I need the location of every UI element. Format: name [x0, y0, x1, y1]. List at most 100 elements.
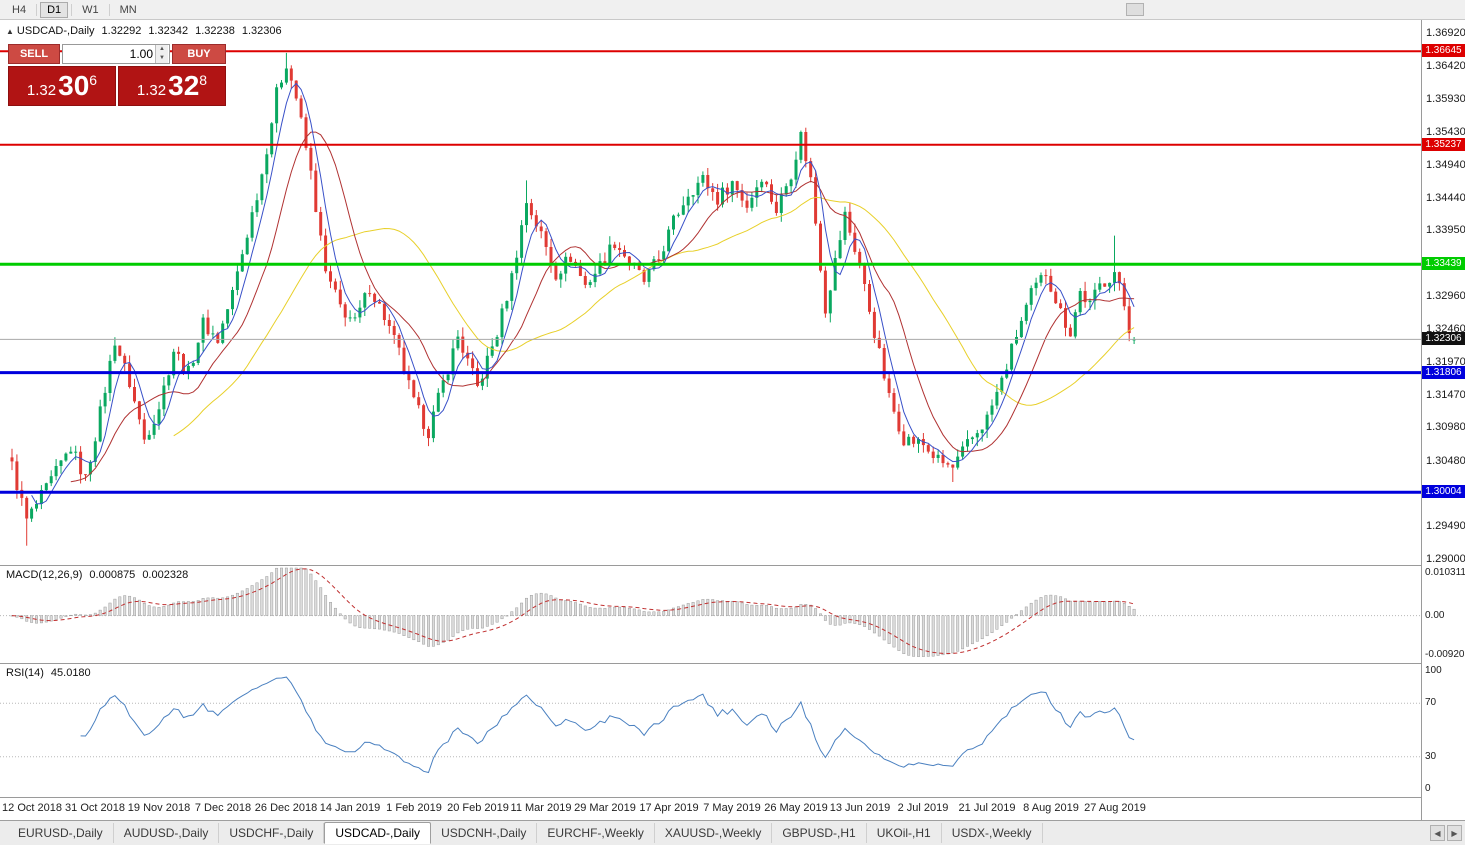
indicator-axis-label: 0.00 [1425, 610, 1445, 621]
ohlc-high: 1.32342 [148, 25, 189, 37]
chart-tab-usdx-weekly[interactable]: USDX-,Weekly [942, 823, 1043, 843]
price-axis-label: 1.32960 [1426, 290, 1465, 302]
buy-price-base: 1.32 [136, 82, 167, 99]
chart-tab-gbpusd-h1[interactable]: GBPUSD-,H1 [772, 823, 867, 843]
rsi-indicator-canvas[interactable] [0, 663, 1421, 797]
price-scale[interactable]: 1.36920 1.36420 1.35930 1.35430 1.34940 1.344… [1421, 20, 1465, 820]
date-axis-label: 19 Nov 2018 [127, 802, 191, 814]
date-axis-label: 13 Jun 2019 [829, 802, 891, 814]
chart-tab-xauusd-weekly[interactable]: XAUUSD-,Weekly [655, 823, 773, 843]
chart-tab-eurusd-daily[interactable]: EURUSD-,Daily [8, 823, 114, 843]
rsi-value: 45.0180 [50, 667, 91, 679]
macd-signal-line [11, 568, 1135, 655]
price-chart-canvas[interactable] [0, 20, 1421, 565]
volume-down-arrow[interactable]: ▼ [156, 54, 168, 63]
timeframe-d1[interactable]: D1 [40, 1, 69, 18]
chart-tab-usdcad-daily[interactable]: USDCAD-,Daily [324, 822, 432, 844]
price-axis-label: 1.34940 [1426, 159, 1465, 171]
toolbar-separator [36, 3, 38, 16]
macd-signal-value: 0.002328 [142, 569, 189, 581]
price-axis-label: 1.34440 [1426, 192, 1465, 204]
timeframe-h4[interactable]: H4 [12, 3, 27, 16]
macd-main-value: 0.000875 [89, 569, 136, 581]
rsi-header: RSI(14) 45.0180 [6, 667, 91, 679]
date-axis-label: 14 Jan 2019 [319, 802, 381, 814]
one-click-trading-panel: SELL 1.00 ▲ ▼ BUY 1.32 30 6 1.32 32 8 [8, 44, 226, 106]
ohlc-low: 1.32238 [195, 25, 235, 37]
date-axis-label: 20 Feb 2019 [447, 802, 509, 814]
price-axis-label: 1.31970 [1426, 356, 1465, 368]
price-axis-label: 1.35430 [1426, 126, 1465, 138]
tab-scroll-left-icon[interactable]: ◀ [1430, 825, 1445, 841]
chart-tab-eurchf-weekly[interactable]: EURCHF-,Weekly [537, 823, 655, 843]
sell-price-pips: 30 [58, 70, 90, 101]
ohlc-open: 1.32292 [101, 25, 142, 37]
chart-tab-audusd-daily[interactable]: AUDUSD-,Daily [114, 823, 220, 843]
macd-indicator-canvas[interactable] [0, 565, 1421, 663]
indicator-axis-label: 70 [1425, 697, 1437, 708]
price-level-badge: 1.30004 [1422, 485, 1465, 498]
volume-input[interactable]: 1.00 ▲ ▼ [62, 44, 170, 64]
macd-histogram [10, 567, 1136, 657]
price-axis-label: 1.30980 [1426, 421, 1465, 433]
volume-value[interactable]: 1.00 [129, 47, 153, 61]
timeframe-mn[interactable]: MN [119, 3, 137, 16]
timeframe-toolbar: H4 D1 W1 MN [0, 0, 1465, 20]
indicator-axis-label: 30 [1425, 751, 1437, 762]
tab-scroll-arrows: ◀ ▶ [1430, 825, 1462, 841]
moving-average-line-34 [173, 196, 1135, 437]
price-axis-label: 1.29000 [1426, 553, 1465, 565]
date-axis-label: 31 Oct 2018 [65, 802, 125, 814]
sell-price-base: 1.32 [26, 82, 57, 99]
time-scale[interactable]: 12 Oct 2018 31 Oct 2018 19 Nov 2018 7 Dec 2… [0, 798, 1421, 820]
indicator-axis-label: 0 [1425, 783, 1431, 794]
bid-price-badge: 1.32306 [1422, 332, 1465, 345]
volume-spinner: ▲ ▼ [155, 45, 168, 63]
date-axis-label: 12 Oct 2018 [2, 802, 62, 814]
buy-price-pips: 32 [168, 70, 200, 101]
buy-price-display[interactable]: 1.32 32 8 [118, 66, 226, 106]
date-axis-label: 29 Mar 2019 [574, 802, 636, 814]
price-axis-label: 1.29490 [1426, 520, 1465, 532]
candles-series [10, 52, 1136, 546]
price-level-badge: 1.31806 [1422, 366, 1465, 379]
price-axis-label: 1.30480 [1426, 455, 1465, 467]
sell-button[interactable]: SELL [8, 44, 60, 64]
tab-scroll-right-icon[interactable]: ▶ [1447, 825, 1462, 841]
pane-resize-separator[interactable] [0, 663, 1465, 664]
ohlc-close: 1.32306 [241, 25, 282, 37]
pane-resize-separator[interactable] [0, 565, 1465, 566]
price-level-badge: 1.33439 [1422, 257, 1465, 270]
toolbar-separator [71, 3, 73, 16]
toolbar-separator [108, 3, 110, 16]
chart-tabs-bar: EURUSD-,Daily AUDUSD-,Daily USDCHF-,Daily U… [0, 820, 1465, 845]
axis-separator [0, 797, 1465, 798]
indicator-axis-label: -0.0092030 [1425, 649, 1465, 660]
chart-tab-usdcnh-daily[interactable]: USDCNH-,Daily [431, 823, 538, 843]
chart-window: 1.36920 1.36420 1.35930 1.35430 1.34940 1.344… [0, 20, 1465, 820]
timeframe-w1[interactable]: W1 [82, 3, 99, 16]
volume-up-arrow[interactable]: ▲ [156, 45, 168, 54]
date-axis-label: 7 May 2019 [703, 802, 761, 814]
chart-symbol-label: USDCAD-,Daily [16, 25, 95, 37]
buy-price-pipette: 8 [199, 72, 208, 88]
price-axis-label: 1.36920 [1426, 27, 1465, 39]
date-axis-label: 21 Jul 2019 [958, 802, 1016, 814]
date-axis-label: 17 Apr 2019 [639, 802, 699, 814]
collapse-trade-panel-icon[interactable]: ▲ [6, 27, 14, 36]
price-axis-label: 1.36420 [1426, 60, 1465, 72]
macd-title: MACD(12,26,9) [6, 569, 83, 581]
indicator-axis-label: 100 [1425, 665, 1442, 676]
date-axis-label: 27 Aug 2019 [1084, 802, 1146, 814]
macd-header: MACD(12,26,9) 0.000875 0.002328 [6, 569, 188, 581]
rsi-title: RSI(14) [6, 667, 44, 679]
toolbar-drag-handle[interactable] [1126, 3, 1144, 16]
buy-button[interactable]: BUY [172, 44, 226, 64]
chart-tab-usdchf-daily[interactable]: USDCHF-,Daily [219, 823, 325, 843]
chart-ohlc-header: ▲ USDCAD-,Daily 1.32292 1.32342 1.32238 1.323… [6, 25, 282, 37]
price-axis-label: 1.35930 [1426, 93, 1465, 105]
chart-tab-ukoil-h1[interactable]: UKOil-,H1 [867, 823, 942, 843]
sell-price-display[interactable]: 1.32 30 6 [8, 66, 116, 106]
